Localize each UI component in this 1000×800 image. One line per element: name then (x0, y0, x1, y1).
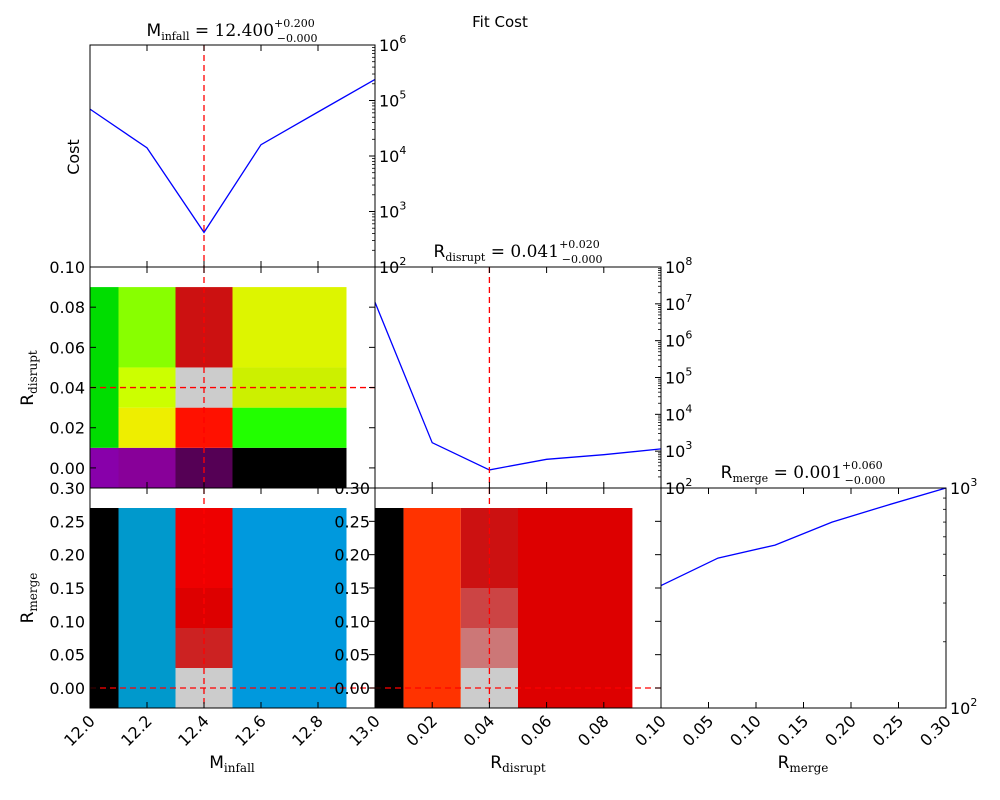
y-tick-label: 0.06 (49, 338, 85, 357)
x-tick-label: 0.05 (679, 711, 718, 750)
x-tick-label: 12.0 (60, 711, 99, 750)
heatmap-cell (118, 287, 176, 368)
x-tick-label: 12.8 (288, 711, 327, 750)
y-tick-label: 103 (665, 439, 692, 461)
heatmap-cell (232, 407, 347, 448)
y-axis-label-r-merge: Rmerge (18, 573, 40, 624)
m_infall_vs_r_merge-cells (90, 508, 347, 708)
panel-title-m-infall: Minfall = 12.400+0.200 −0.000 (147, 17, 318, 45)
y-tick-label: 106 (665, 329, 692, 351)
y-tick-label: 108 (665, 255, 692, 277)
y-axis-label-r-disrupt: Rdisrupt (18, 350, 40, 406)
y-tick-label: 0.10 (49, 612, 85, 631)
y-tick-label: 104 (665, 402, 692, 424)
heatmap-cell (403, 508, 461, 708)
x-tick-label: 0.02 (402, 711, 441, 750)
panel-frame (374, 266, 662, 489)
y-tick-label: 0.04 (49, 379, 85, 398)
y-tick-label: 102 (665, 476, 692, 498)
x-tick-label: 0.10 (631, 711, 670, 750)
plot-layer: 102 103 104 105 106 102 103 104 105 106 107 108 102 1… (18, 17, 977, 775)
x-tick-label: 0.20 (821, 711, 860, 750)
y-tick-label: 0.00 (49, 459, 85, 478)
y-tick-label: 103 (950, 476, 977, 498)
x-tick-label: 12.4 (174, 711, 213, 750)
y-tick-label: 0.10 (49, 258, 85, 277)
y-tick-label: 106 (379, 33, 406, 55)
panel-title-r-disrupt: Rdisrupt = 0.041+0.020 −0.000 (434, 238, 603, 266)
panel-frame (89, 44, 376, 268)
heatmap-cell (232, 287, 347, 368)
x-tick-label: 12.6 (231, 711, 270, 750)
heatmap-cell (232, 447, 347, 488)
y-tick-label: 0.30 (334, 479, 370, 498)
y-tick-label: 0.10 (334, 612, 370, 631)
x-tick-label: 12.2 (117, 711, 156, 750)
x-tick-label: 0.15 (774, 711, 813, 750)
x-axis-label-r-merge: Rmerge (778, 753, 829, 775)
y-tick-label: 0.15 (49, 579, 85, 598)
heatmap-cell (118, 508, 176, 708)
heatmap-cell (232, 508, 347, 708)
y-tick-label: 0.30 (49, 479, 85, 498)
panel-title-r-merge: Rmerge = 0.001+0.060 −0.000 (721, 459, 886, 487)
y-tick-label: 0.05 (49, 646, 85, 665)
heatmap-cell (518, 508, 633, 708)
x-tick-label: 0.06 (517, 711, 556, 750)
y-tick-label: 107 (665, 292, 692, 314)
y-tick-label: 0.05 (334, 646, 370, 665)
heatmap-cell (118, 447, 176, 488)
y-tick-label: 0.20 (49, 546, 85, 565)
x-axis-label-r-disrupt: Rdisrupt (490, 753, 546, 775)
heatmap-cell (118, 367, 176, 408)
y-tick-label: 102 (950, 696, 977, 718)
y-tick-label: 0.00 (49, 679, 85, 698)
m_infall_cost-series-line (89, 78, 376, 234)
y-tick-label: 105 (665, 366, 692, 388)
y-axis-label-cost: Cost (64, 139, 83, 175)
r_disrupt_vs_r_merge-cells (375, 508, 633, 708)
x-axis-label-m-infall: Minfall (209, 753, 255, 775)
x-tick-label: 0.25 (869, 711, 908, 750)
x-tick-label: 0.10 (726, 711, 765, 750)
heatmap-cell (90, 287, 119, 448)
y-tick-label: 105 (379, 89, 406, 111)
r_merge_cost-series-line (660, 487, 947, 587)
y-tick-label: 104 (379, 144, 406, 166)
y-tick-label: 0.02 (49, 419, 85, 438)
m_infall_vs_r_disrupt-cells (90, 287, 347, 488)
panel-frame (660, 487, 947, 709)
heatmap-cell (375, 508, 404, 708)
y-tick-label: 0.00 (334, 679, 370, 698)
y-tick-label: 0.25 (49, 512, 85, 531)
x-tick-label: 0.08 (574, 711, 613, 750)
y-tick-label: 0.20 (334, 546, 370, 565)
x-tick-label: 0.04 (460, 711, 499, 750)
y-tick-label: 0.15 (334, 579, 370, 598)
x-tick-label: 13.0 (345, 711, 384, 750)
r_disrupt_cost-series-line (374, 302, 662, 471)
y-tick-label: 0.08 (49, 298, 85, 317)
heatmap-cell (118, 407, 176, 448)
heatmap-cell (232, 367, 347, 408)
y-tick-label: 0.25 (334, 512, 370, 531)
heatmap-cell (90, 508, 119, 708)
y-tick-label: 102 (379, 255, 406, 277)
y-tick-label: 103 (379, 200, 406, 222)
figure-title: Fit Cost (472, 13, 528, 31)
